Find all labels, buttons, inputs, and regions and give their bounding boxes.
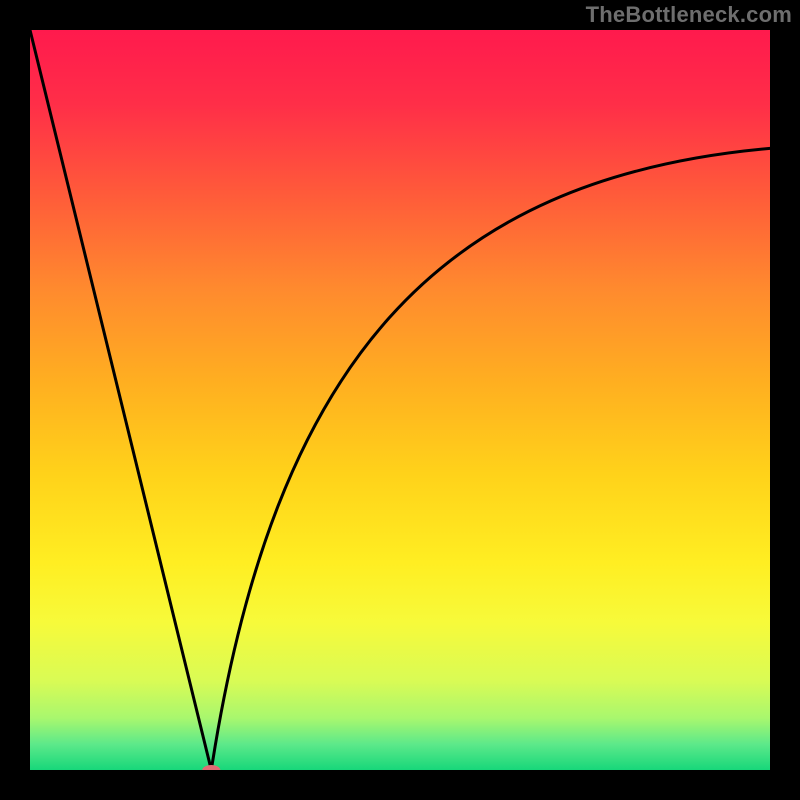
plot-area	[30, 30, 770, 770]
bottleneck-chart	[0, 0, 800, 800]
watermark-text: TheBottleneck.com	[586, 2, 792, 28]
chart-frame: TheBottleneck.com	[0, 0, 800, 800]
